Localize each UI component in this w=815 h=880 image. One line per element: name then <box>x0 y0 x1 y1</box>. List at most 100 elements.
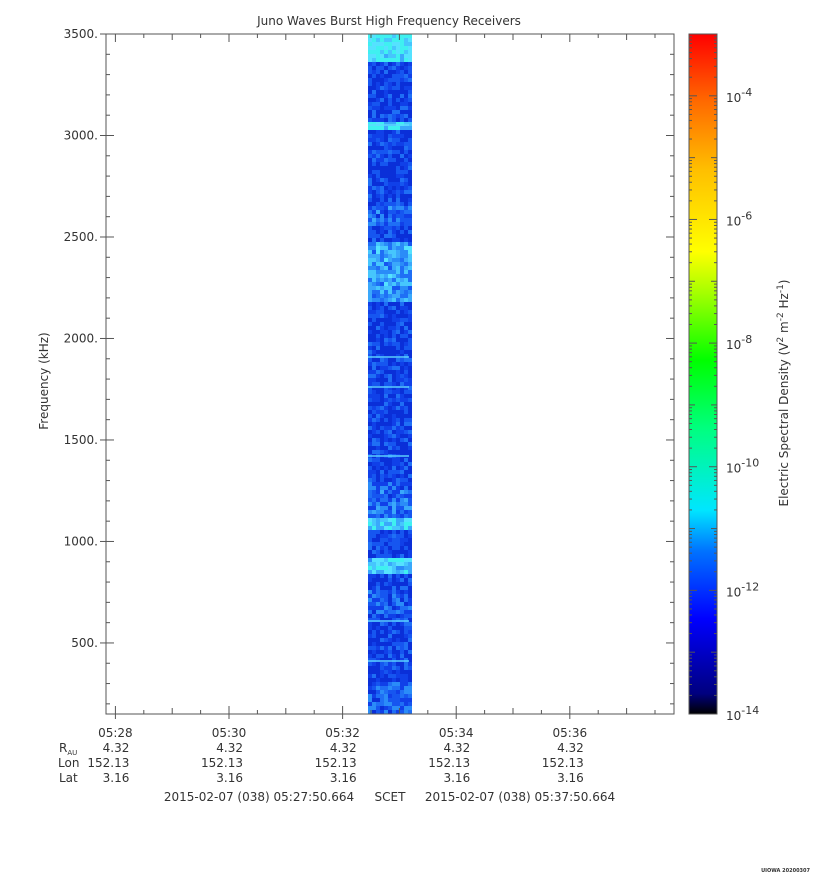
spectrogram-cell <box>400 54 404 58</box>
spectrogram-cell <box>384 130 388 134</box>
spectrogram-cell <box>408 430 412 434</box>
spectrogram-cell <box>388 42 392 46</box>
spectrogram-cell <box>380 330 384 334</box>
spectrogram-cell <box>376 278 380 282</box>
spectrogram-cell <box>384 118 388 122</box>
spectrogram-cell <box>380 102 384 106</box>
spectrogram-cell <box>404 298 408 302</box>
spectrogram-cell <box>380 402 384 406</box>
footer-stamp: UIOWA 20200307 <box>761 868 810 874</box>
spectrogram-cell <box>384 62 388 66</box>
spectrogram-cell <box>368 222 372 226</box>
spectrogram-cell <box>372 466 376 470</box>
spectrogram-cell <box>396 518 400 522</box>
spectrogram-cell <box>376 154 380 158</box>
spectrogram-cell <box>380 186 384 190</box>
spectrogram-cell <box>376 230 380 234</box>
spectrogram-cell <box>400 230 404 234</box>
spectrogram-cell <box>380 430 384 434</box>
spectrogram-cell <box>404 130 408 134</box>
spectrogram-cell <box>372 538 376 542</box>
spectrogram-cell <box>404 706 408 710</box>
spectrogram-cell <box>372 230 376 234</box>
spectrogram-cell <box>404 546 408 550</box>
spectrogram-cell <box>408 330 412 334</box>
spectrogram-cell <box>380 570 384 574</box>
spectrogram-cell <box>372 182 376 186</box>
spectrogram-cell <box>392 206 396 210</box>
y-tick-label: 500. <box>71 636 98 650</box>
spectrogram-cell <box>368 90 372 94</box>
spectrogram-cell <box>404 226 408 230</box>
spectrogram-cell <box>408 418 412 422</box>
spectrogram-cell <box>396 98 400 102</box>
spectrogram-cell <box>408 378 412 382</box>
spectrogram-cell <box>380 522 384 526</box>
spectrogram-cell <box>400 406 404 410</box>
spectrogram-cell <box>380 470 384 474</box>
spectrogram-cell <box>388 150 392 154</box>
spectrogram-cell <box>400 570 404 574</box>
spectrogram-cell <box>400 126 404 130</box>
spectrogram-cell <box>372 178 376 182</box>
spectrogram-cell <box>388 350 392 354</box>
spectrogram-cell <box>372 686 376 690</box>
spectrogram-cell <box>408 658 412 662</box>
spectrogram-cell <box>376 78 380 82</box>
spectrogram-cell <box>400 214 404 218</box>
spectrogram-cell <box>396 110 400 114</box>
spectrogram-cell <box>404 646 408 650</box>
spectrogram-cell <box>408 54 412 58</box>
spectrogram-cell <box>380 54 384 58</box>
spectrogram-cell <box>392 554 396 558</box>
spectrogram-cell <box>392 102 396 106</box>
spectrogram-cell <box>368 494 372 498</box>
spectrogram-cell <box>376 546 380 550</box>
spectrogram-cell <box>380 542 384 546</box>
spectrogram-cell <box>396 50 400 54</box>
spectrogram-cell <box>396 238 400 242</box>
spectrogram-cell <box>368 706 372 710</box>
spectrogram-cell <box>404 294 408 298</box>
spectrogram-cell <box>368 162 372 166</box>
spectrogram-cell <box>380 86 384 90</box>
spectrogram-cell <box>376 418 380 422</box>
spectrogram-cell <box>392 430 396 434</box>
spectrogram-cell <box>408 386 412 390</box>
spectrogram-cell <box>408 178 412 182</box>
spectrogram-cell <box>404 38 408 42</box>
spectrogram-cell <box>368 442 372 446</box>
spectrogram-cell <box>376 674 380 678</box>
spectrogram-cell <box>368 250 372 254</box>
spectrogram-cell <box>384 42 388 46</box>
spectrogram-cell <box>388 486 392 490</box>
spectrogram-cell <box>384 650 388 654</box>
spectrogram-cell <box>376 486 380 490</box>
spectrogram-cell <box>388 406 392 410</box>
spectrogram-cell <box>368 242 372 246</box>
spectrogram-cell <box>388 338 392 342</box>
spectrogram-cell <box>400 234 404 238</box>
spectrogram-cell <box>408 38 412 42</box>
spectrogram-cell <box>368 230 372 234</box>
spectrogram-cell <box>376 698 380 702</box>
spectrogram-cell <box>392 638 396 642</box>
spectrogram-cell <box>388 458 392 462</box>
spectrogram-cell <box>408 334 412 338</box>
spectrogram-cell <box>404 166 408 170</box>
spectrogram-cell <box>388 258 392 262</box>
spectrogram-cell <box>380 590 384 594</box>
spectrogram-cell <box>388 554 392 558</box>
spectrogram-cell <box>380 370 384 374</box>
spectrogram-cell <box>388 426 392 430</box>
spectrogram-cell <box>384 322 388 326</box>
spectrogram-cell <box>372 678 376 682</box>
spectrogram-cell <box>392 698 396 702</box>
spectrogram-cell <box>400 378 404 382</box>
spectrogram-cell <box>372 314 376 318</box>
spectrogram-cell <box>400 522 404 526</box>
spectrogram-cell <box>380 646 384 650</box>
spectrogram-cell <box>380 698 384 702</box>
spectrogram-cell <box>372 458 376 462</box>
spectrogram-cell <box>380 690 384 694</box>
